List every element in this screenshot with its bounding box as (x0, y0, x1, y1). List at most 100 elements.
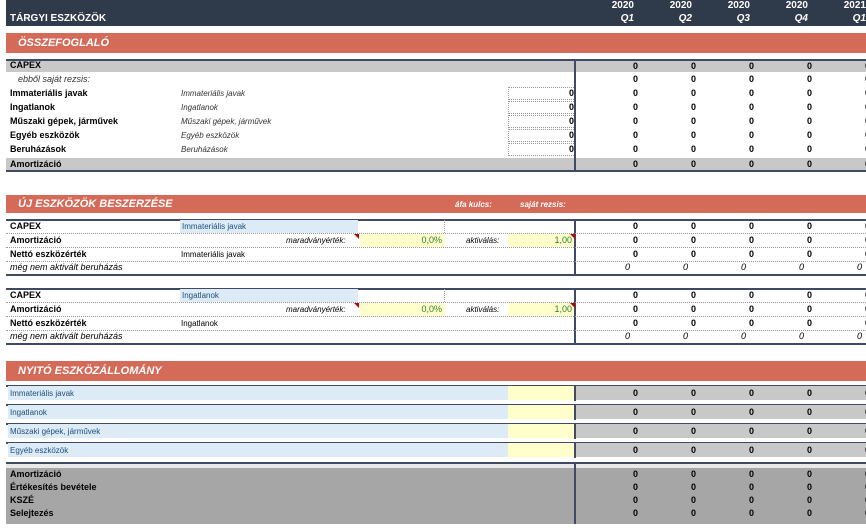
opening-asset-value-4-4[interactable]: 0 (806, 445, 812, 455)
summary-row-value-4-3[interactable]: 0 (748, 130, 754, 140)
summary-sajat-value-1[interactable]: 0 (632, 74, 638, 84)
opening-asset-value-1-2[interactable]: 0 (690, 388, 696, 398)
summary-row-value-5-2[interactable]: 0 (690, 144, 696, 154)
opening-input-1[interactable] (508, 386, 574, 400)
acq-netto-value-2-4[interactable]: 0 (806, 318, 812, 328)
summary-capex-value-3[interactable]: 0 (748, 61, 754, 71)
opening-bottom-value-2-2[interactable]: 0 (690, 482, 696, 492)
acq-meg-value-1-4[interactable]: 0 (798, 262, 804, 272)
opening-asset-value-3-5[interactable]: 0 (844, 426, 866, 437)
opening-input-3[interactable] (508, 424, 574, 438)
summary-row-value-5-5[interactable]: 0 (844, 144, 866, 155)
opening-bottom-value-1-2[interactable]: 0 (690, 469, 696, 479)
opening-asset-cell-3[interactable] (8, 424, 508, 438)
acq-asset-name-1[interactable]: Immateriális javak (182, 222, 247, 231)
opening-input-4[interactable] (508, 443, 574, 457)
summary-row-value-2-4[interactable]: 0 (806, 102, 812, 112)
summary-row-value-3-4[interactable]: 0 (806, 116, 812, 126)
opening-bottom-value-1-1[interactable]: 0 (632, 469, 638, 479)
summary-input-3[interactable] (508, 115, 576, 128)
acq-asset-select-2[interactable] (180, 289, 358, 302)
opening-bottom-value-4-2[interactable]: 0 (690, 508, 696, 518)
opening-asset-label-1[interactable]: Immateriális javak (10, 389, 75, 398)
acq-netto-value-1-2[interactable]: 0 (690, 249, 696, 259)
opening-input-2[interactable] (508, 405, 574, 419)
acq-amort-value-2-4[interactable]: 0 (806, 304, 812, 314)
acq-amort-value-2-3[interactable]: 0 (748, 304, 754, 314)
acq-meg-value-2-2[interactable]: 0 (682, 331, 688, 341)
summary-row-value-4-2[interactable]: 0 (690, 130, 696, 140)
opening-bottom-value-4-5[interactable]: 0 (844, 508, 866, 519)
acq-meg-value-2-3[interactable]: 0 (740, 331, 746, 341)
acq-amort-value-2-5[interactable]: 0 (844, 304, 866, 315)
acq-amort-value-2-1[interactable]: 0 (632, 304, 638, 314)
opening-asset-value-1-5[interactable]: 0 (844, 388, 866, 399)
summary-row-value-5-4[interactable]: 0 (806, 144, 812, 154)
summary-input-1[interactable] (508, 87, 576, 100)
opening-asset-label-2[interactable]: Ingatlanok (10, 408, 47, 417)
summary-row-value-4-5[interactable]: 0 (844, 130, 866, 141)
acq-amort-value-1-2[interactable]: 0 (690, 235, 696, 245)
opening-bottom-value-1-5[interactable]: 0 (844, 469, 866, 480)
acq-empty-cell-2[interactable] (360, 289, 445, 302)
acq-aktiv-input-1[interactable] (508, 234, 574, 247)
opening-bottom-value-3-5[interactable]: 0 (844, 495, 866, 506)
acq-marad-value-1[interactable]: 0,0% (421, 235, 442, 245)
acq-aktiv-value-1[interactable]: 1,00 (554, 235, 572, 245)
opening-bottom-value-4-1[interactable]: 0 (632, 508, 638, 518)
summary-input-value-2[interactable]: 0 (568, 102, 574, 112)
acq-netto-value-1-1[interactable]: 0 (632, 249, 638, 259)
opening-bottom-value-2-3[interactable]: 0 (748, 482, 754, 492)
opening-asset-value-2-2[interactable]: 0 (690, 407, 696, 417)
acq-amort-value-1-3[interactable]: 0 (748, 235, 754, 245)
summary-input-4[interactable] (508, 129, 576, 142)
summary-capex-value-2[interactable]: 0 (690, 61, 696, 71)
acq-meg-value-2-4[interactable]: 0 (798, 331, 804, 341)
acq-capex-value-1-5[interactable]: 0 (844, 221, 866, 232)
summary-row-value-5-3[interactable]: 0 (748, 144, 754, 154)
summary-row-value-3-5[interactable]: 0 (844, 116, 866, 127)
opening-asset-value-1-1[interactable]: 0 (632, 388, 638, 398)
acq-capex-value-2-4[interactable]: 0 (806, 290, 812, 300)
opening-asset-label-3[interactable]: Műszaki gépek, járművek (10, 427, 101, 436)
acq-capex-value-1-1[interactable]: 0 (632, 221, 638, 231)
acq-meg-value-1-2[interactable]: 0 (682, 262, 688, 272)
acq-marad-input-2[interactable] (360, 303, 445, 316)
opening-bottom-value-3-3[interactable]: 0 (748, 495, 754, 505)
acq-aktiv-value-2[interactable]: 1,00 (554, 304, 572, 314)
summary-row-value-1-5[interactable]: 0 (844, 88, 866, 99)
opening-bottom-value-4-4[interactable]: 0 (806, 508, 812, 518)
summary-row-value-4-1[interactable]: 0 (632, 130, 638, 140)
summary-row-value-4-4[interactable]: 0 (806, 130, 812, 140)
acq-marad-value-2[interactable]: 0,0% (421, 304, 442, 314)
acq-capex-value-2-2[interactable]: 0 (690, 290, 696, 300)
opening-asset-value-4-1[interactable]: 0 (632, 445, 638, 455)
summary-amort-value-4[interactable]: 0 (806, 159, 812, 169)
opening-asset-value-3-4[interactable]: 0 (806, 426, 812, 436)
acq-amort-value-1-4[interactable]: 0 (806, 235, 812, 245)
opening-asset-value-3-3[interactable]: 0 (748, 426, 754, 436)
summary-capex-value-5[interactable]: 0 (844, 61, 866, 72)
acq-meg-value-2-5[interactable]: 0 (856, 331, 862, 341)
summary-input-value-1[interactable]: 0 (568, 88, 574, 98)
opening-bottom-value-3-4[interactable]: 0 (806, 495, 812, 505)
summary-input-value-5[interactable]: 0 (568, 144, 574, 154)
summary-sajat-value-3[interactable]: 0 (748, 74, 754, 84)
opening-asset-cell-4[interactable] (8, 443, 508, 457)
summary-amort-value-2[interactable]: 0 (690, 159, 696, 169)
acq-netto-value-2-3[interactable]: 0 (748, 318, 754, 328)
summary-amort-value-3[interactable]: 0 (748, 159, 754, 169)
acq-marad-input-1[interactable] (360, 234, 445, 247)
acq-aktiv-input-2[interactable] (508, 303, 574, 316)
summary-row-value-3-3[interactable]: 0 (748, 116, 754, 126)
opening-asset-value-3-1[interactable]: 0 (632, 426, 638, 436)
acq-capex-value-2-3[interactable]: 0 (748, 290, 754, 300)
opening-bottom-value-1-4[interactable]: 0 (806, 469, 812, 479)
acq-meg-value-1-1[interactable]: 0 (624, 262, 630, 272)
opening-asset-label-4[interactable]: Egyéb eszközök (10, 446, 69, 455)
summary-row-value-1-2[interactable]: 0 (690, 88, 696, 98)
acq-amort-value-1-1[interactable]: 0 (632, 235, 638, 245)
summary-capex-value-1[interactable]: 0 (632, 61, 638, 71)
acq-capex-value-1-4[interactable]: 0 (806, 221, 812, 231)
acq-capex-value-1-3[interactable]: 0 (748, 221, 754, 231)
